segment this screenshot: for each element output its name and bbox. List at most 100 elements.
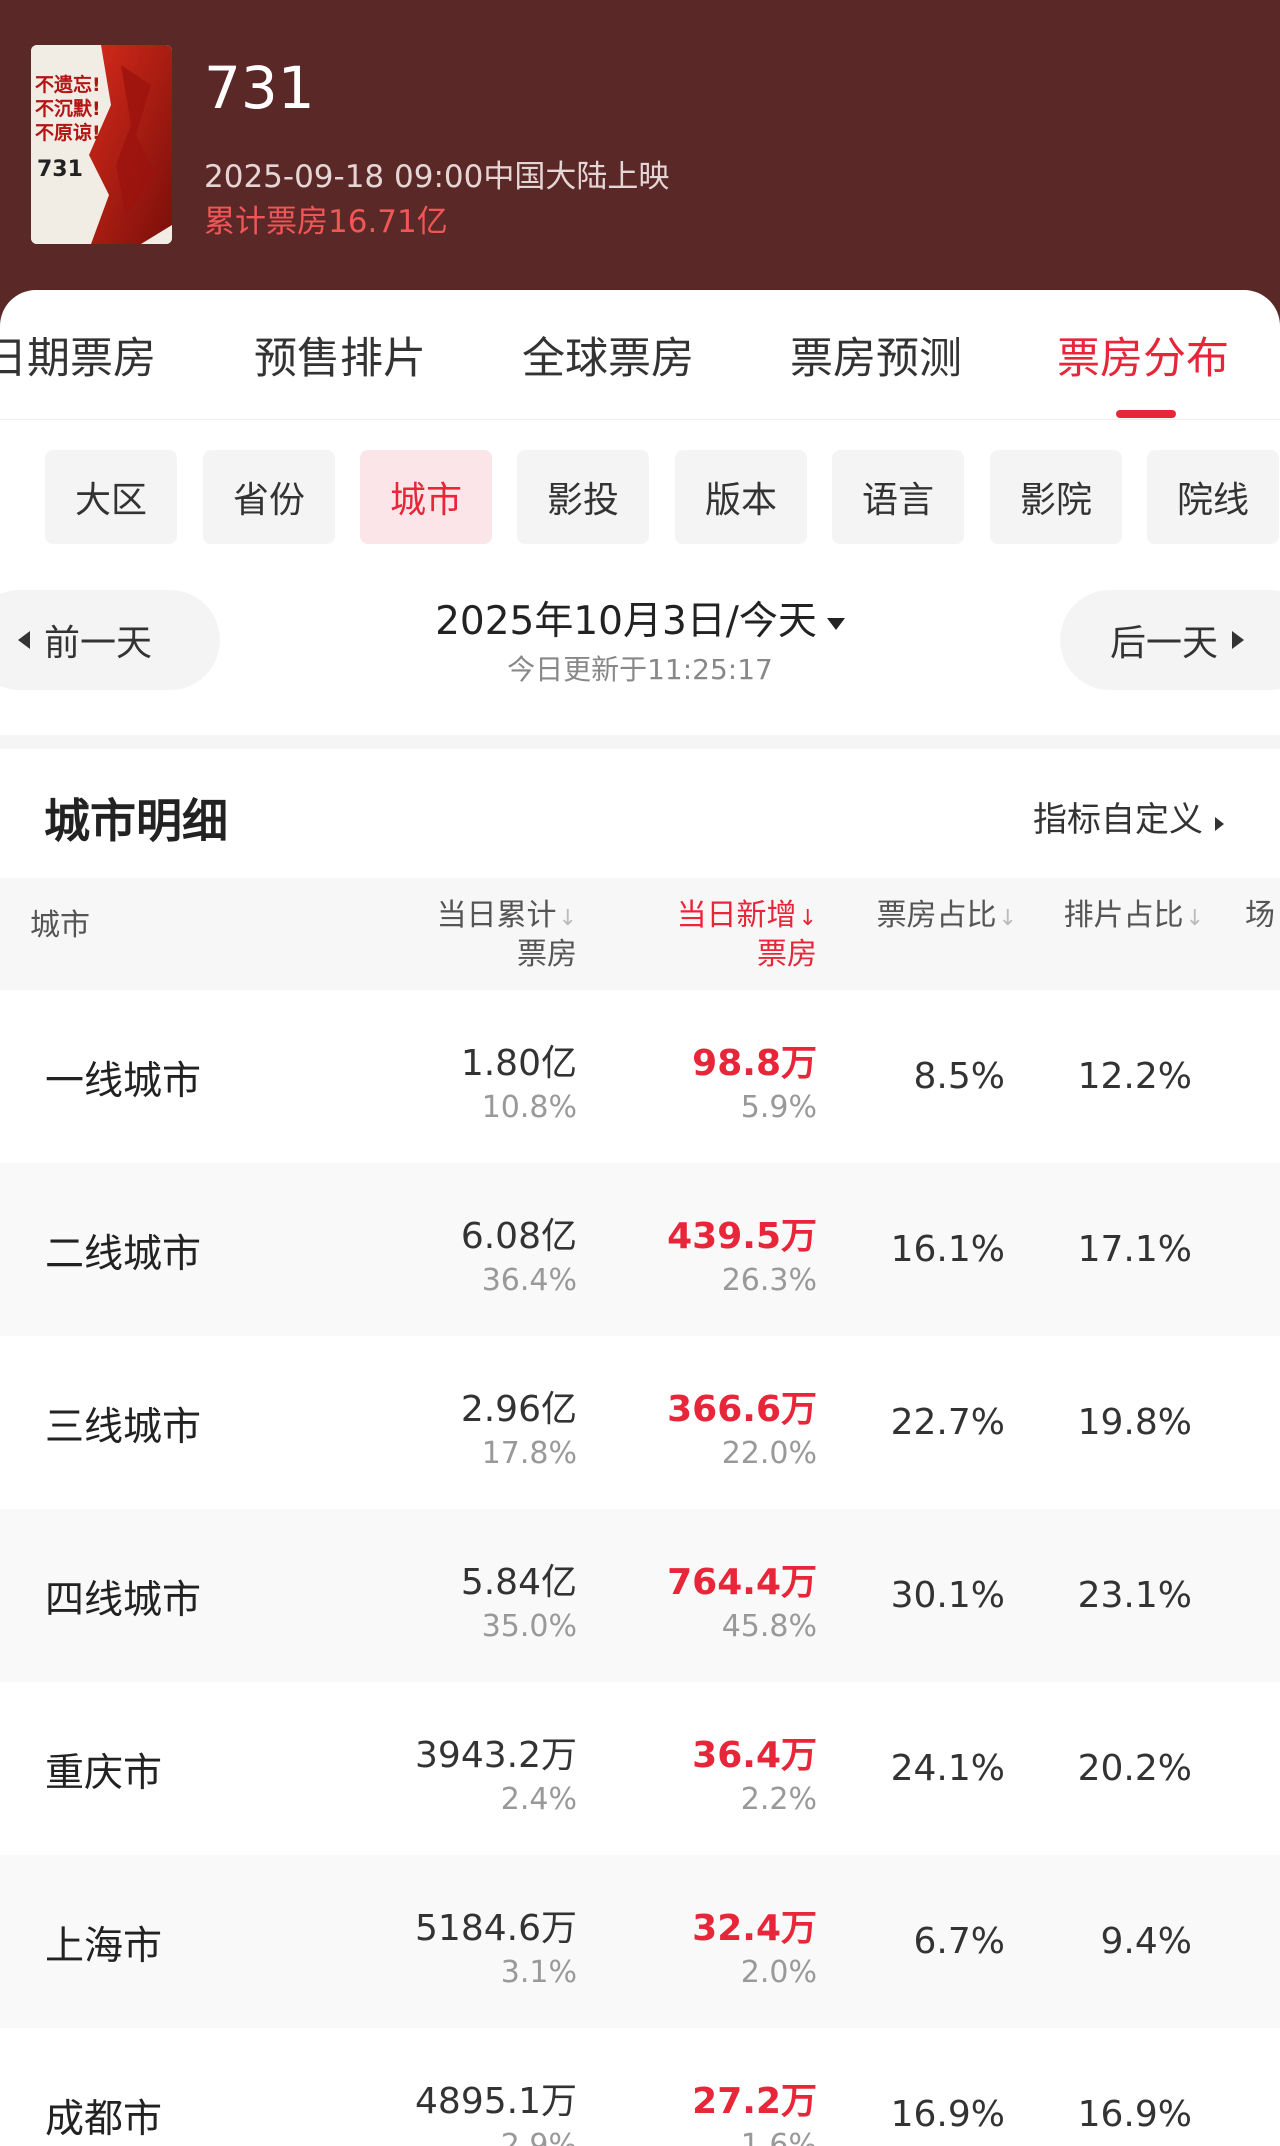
row-daily-total-pct: 2.4%: [500, 1782, 577, 1817]
header-daily-new[interactable]: 当日新增↓ 票房: [677, 898, 817, 973]
movie-title: 731: [204, 54, 315, 122]
row-screen-share: 20.2%: [1077, 1748, 1192, 1789]
row-city: 上海市: [45, 1924, 163, 1969]
row-daily-new: 32.4万: [692, 1908, 817, 1949]
caret-down-icon: [826, 617, 845, 630]
header-screen-share-label: 排片占比: [1063, 898, 1184, 933]
current-date: 2025年10月3日/今天: [435, 599, 817, 644]
row-daily-new: 439.5万: [667, 1216, 817, 1257]
prev-day-button[interactable]: 前一天: [0, 590, 220, 690]
caret-right-icon: [1215, 817, 1224, 831]
table-row[interactable]: 四线城市 5.84亿 35.0% 764.4万 45.8% 30.1% 23.1%: [0, 1509, 1280, 1682]
active-tab-indicator: [1116, 410, 1176, 418]
row-screen-share: 17.1%: [1077, 1229, 1192, 1270]
row-daily-total-pct: 3.1%: [500, 1955, 577, 1990]
section-title: 城市明细: [44, 794, 228, 848]
row-city: 重庆市: [45, 1751, 163, 1796]
row-box-share: 8.5%: [913, 1056, 1005, 1097]
chip-cinema-chain[interactable]: 院线: [1147, 450, 1279, 544]
movie-header: 不遗忘! 不沉默! 不原谅! 731 731 2025-09-18 09:00中…: [0, 0, 1280, 330]
row-daily-new-pct: 26.3%: [721, 1263, 817, 1298]
row-daily-total: 1.80亿: [460, 1043, 577, 1084]
row-screen-share: 16.9%: [1077, 2094, 1192, 2135]
row-daily-total: 5184.6万: [415, 1908, 577, 1949]
poster-art: [31, 45, 172, 244]
row-daily-new-pct: 22.0%: [721, 1436, 817, 1471]
row-city: 三线城市: [45, 1405, 202, 1450]
table-row[interactable]: 二线城市 6.08亿 36.4% 439.5万 26.3% 16.1% 17.1%: [0, 1163, 1280, 1336]
total-box-office: 累计票房16.71亿: [204, 204, 448, 240]
row-daily-total: 3943.2万: [415, 1735, 577, 1776]
tab-box-office-forecast[interactable]: 票房预测: [790, 334, 962, 384]
row-box-share: 16.9%: [890, 2094, 1005, 2135]
row-screen-share: 9.4%: [1100, 1921, 1192, 1962]
section-divider: [0, 735, 1280, 749]
content-card: 日期票房 预售排片 全球票房 票房预测 票房分布 大区 省份 城市 影投 版本 …: [0, 290, 1280, 2146]
poster-slogan: 不遗忘! 不沉默! 不原谅!: [35, 74, 101, 144]
row-box-share: 22.7%: [890, 1402, 1005, 1443]
header-daily-total-line2: 票房: [517, 937, 577, 972]
table-row[interactable]: 三线城市 2.96亿 17.8% 366.6万 22.0% 22.7% 19.8%: [0, 1336, 1280, 1509]
row-daily-new: 98.8万: [692, 1043, 817, 1084]
row-daily-total: 2.96亿: [460, 1389, 577, 1430]
row-daily-total: 5.84亿: [460, 1562, 577, 1603]
row-daily-total-pct: 35.0%: [481, 1609, 577, 1644]
header-box-share[interactable]: 票房占比↓: [877, 898, 1017, 937]
row-daily-new-pct: 2.0%: [740, 1955, 817, 1990]
chip-province[interactable]: 省份: [203, 450, 335, 544]
row-box-share: 16.1%: [890, 1229, 1005, 1270]
header-daily-total[interactable]: 当日累计↓ 票房: [437, 898, 577, 973]
sort-arrow-icon: ↓: [1185, 906, 1204, 931]
custom-metrics-link[interactable]: 指标自定义: [1033, 792, 1224, 841]
row-screen-share: 19.8%: [1077, 1402, 1192, 1443]
table-row[interactable]: 重庆市 3943.2万 2.4% 36.4万 2.2% 24.1% 20.2%: [0, 1682, 1280, 1855]
next-day-label: 后一天: [1110, 623, 1219, 664]
chip-investor[interactable]: 影投: [517, 450, 649, 544]
tab-daily-box-office[interactable]: 日期票房: [0, 334, 156, 384]
table-row[interactable]: 成都市 4895.1万 2.9% 27.2万 1.6% 16.9% 16.9%: [0, 2028, 1280, 2146]
row-daily-new: 764.4万: [667, 1562, 817, 1603]
next-day-button[interactable]: 后一天: [1060, 590, 1280, 690]
sort-arrow-icon: ↓: [558, 906, 577, 931]
caret-left-icon: [18, 631, 30, 649]
tab-presale-schedule[interactable]: 预售排片: [254, 334, 426, 384]
row-screen-share: 23.1%: [1077, 1575, 1192, 1616]
row-city: 一线城市: [45, 1059, 202, 1104]
header-city: 城市: [30, 908, 90, 943]
row-screen-share: 12.2%: [1077, 1056, 1192, 1097]
sort-arrow-icon: ↓: [998, 906, 1017, 931]
chip-version[interactable]: 版本: [675, 450, 807, 544]
chip-city[interactable]: 城市: [360, 450, 492, 544]
sort-arrow-icon: ↓: [798, 906, 817, 931]
row-daily-total: 6.08亿: [460, 1216, 577, 1257]
row-daily-new: 36.4万: [692, 1735, 817, 1776]
date-picker[interactable]: 2025年10月3日/今天: [0, 590, 1280, 646]
release-info: 2025-09-18 09:00中国大陆上映: [204, 159, 670, 195]
row-daily-total-pct: 10.8%: [481, 1090, 577, 1125]
caret-right-icon: [1232, 631, 1245, 649]
update-time: 今日更新于11:25:17: [507, 653, 773, 686]
chip-region[interactable]: 大区: [45, 450, 177, 544]
dimension-chips: 大区 省份 城市 影投 版本 语言 影院 院线: [0, 450, 1280, 546]
row-daily-new-pct: 5.9%: [740, 1090, 817, 1125]
row-daily-new: 366.6万: [667, 1389, 817, 1430]
header-daily-new-line2: 票房: [757, 937, 817, 972]
custom-metrics-label: 指标自定义: [1033, 800, 1203, 840]
chip-cinema[interactable]: 影院: [990, 450, 1122, 544]
poster-number: 731: [37, 157, 83, 182]
tab-bar: 日期票房 预售排片 全球票房 票房预测 票房分布: [0, 290, 1280, 420]
table-header: 城市 当日累计↓ 票房 当日新增↓ 票房 票房占比↓ 排片占比↓ 场: [0, 878, 1280, 990]
row-daily-total-pct: 17.8%: [481, 1436, 577, 1471]
row-city: 二线城市: [45, 1232, 202, 1277]
row-box-share: 30.1%: [890, 1575, 1005, 1616]
tab-global-box-office[interactable]: 全球票房: [522, 334, 694, 384]
table-row[interactable]: 上海市 5184.6万 3.1% 32.4万 2.0% 6.7% 9.4%: [0, 1855, 1280, 2028]
table-row[interactable]: 一线城市 1.80亿 10.8% 98.8万 5.9% 8.5% 12.2%: [0, 990, 1280, 1163]
movie-poster[interactable]: 不遗忘! 不沉默! 不原谅! 731: [31, 45, 172, 244]
chip-language[interactable]: 语言: [832, 450, 964, 544]
tab-box-office-distribution[interactable]: 票房分布: [1057, 334, 1229, 384]
row-daily-total: 4895.1万: [415, 2081, 577, 2122]
row-daily-total-pct: 2.9%: [500, 2128, 577, 2146]
prev-day-label: 前一天: [44, 623, 153, 664]
header-screen-share[interactable]: 排片占比↓: [1064, 898, 1204, 937]
